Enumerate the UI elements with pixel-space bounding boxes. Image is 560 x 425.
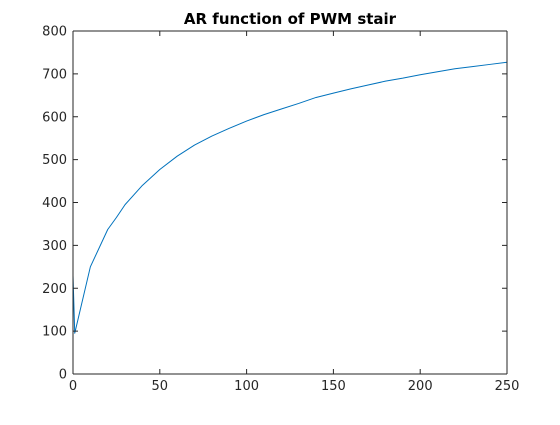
x-tick-label: 0 [69, 379, 77, 394]
y-tick-label: 600 [42, 110, 67, 125]
plot-area [73, 31, 507, 374]
y-tick-label: 300 [42, 239, 67, 254]
y-tick-label: 700 [42, 67, 67, 82]
x-tick-label: 100 [234, 379, 259, 394]
y-tick-label: 200 [42, 282, 67, 297]
y-tick-label: 500 [42, 153, 67, 168]
series-line-0 [72, 61, 508, 334]
chart-title: AR function of PWM stair [184, 10, 397, 28]
y-tick-label: 400 [42, 196, 67, 211]
y-tick-label: 100 [42, 325, 67, 340]
y-tick-label: 0 [59, 368, 67, 383]
y-tick-label: 800 [42, 25, 67, 40]
x-tick-label: 150 [321, 379, 346, 394]
x-tick-label: 50 [152, 379, 169, 394]
x-tick-label: 250 [495, 379, 520, 394]
x-tick-label: 200 [408, 379, 433, 394]
